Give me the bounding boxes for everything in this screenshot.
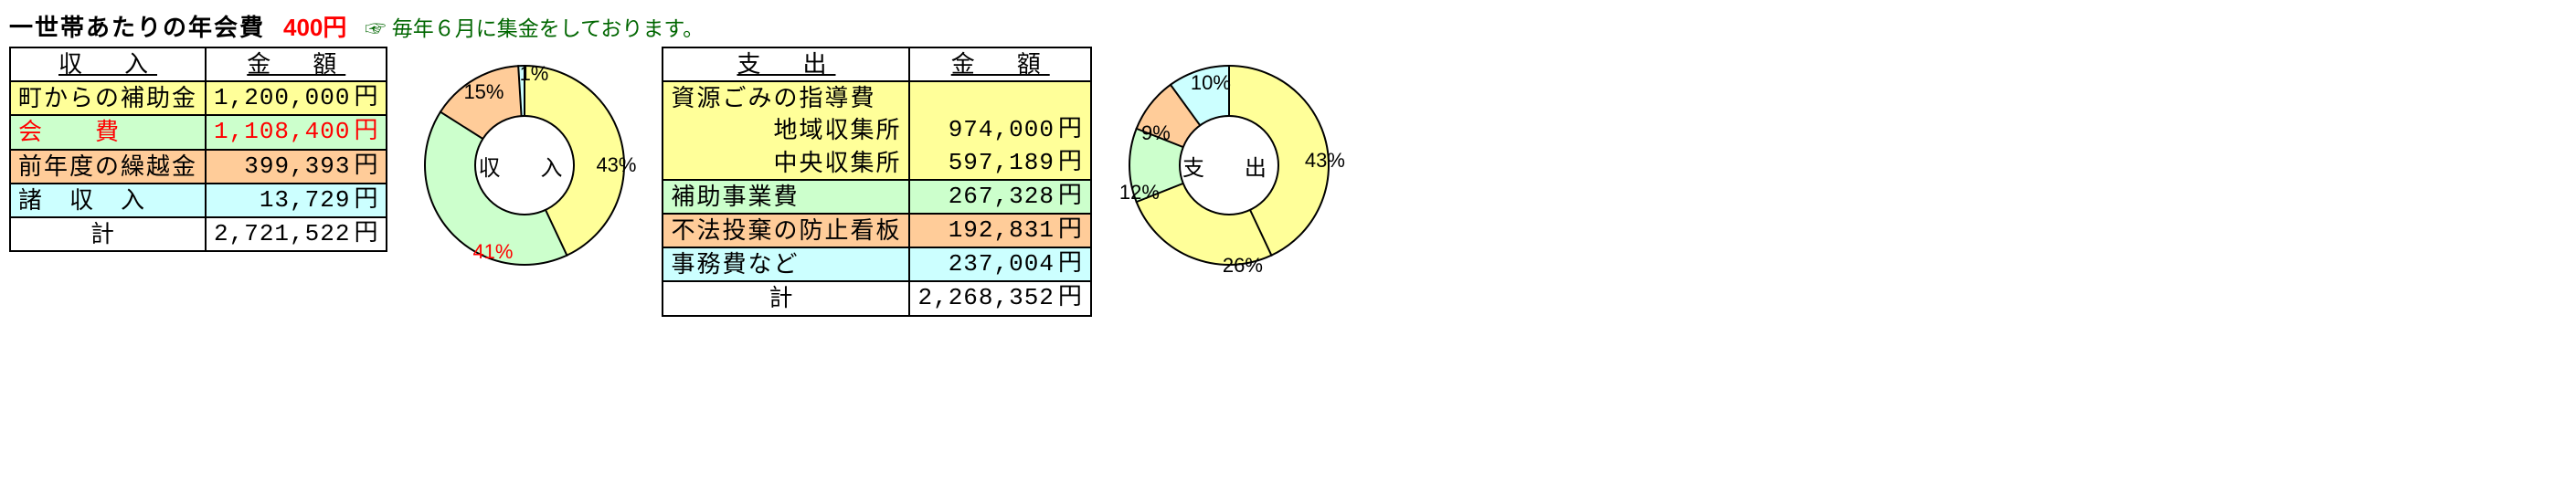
content-row: 収 入 金 額 町からの補助金1,200,000円会 費1,108,400円前年… [9,47,2567,317]
expense-row-value: 192,831円 [909,214,1090,247]
expense-row-value [909,81,1090,114]
expense-row-value: 237,004円 [909,247,1090,281]
income-row-label: 諸 収 入 [10,184,206,217]
income-total-value: 2,721,522円 [206,217,387,251]
income-table: 収 入 金 額 町からの補助金1,200,000円会 費1,108,400円前年… [9,47,387,252]
expense-header-label: 支 出 [663,47,909,81]
income-donut-chart: 収 入 43% 41% 15% 1% [406,47,643,284]
donut-slice-label: 41% [472,240,513,264]
income-row-value: 399,393円 [206,150,387,184]
expense-donut-chart: 支 出 43% 26% 12% 9% 10% [1110,47,1348,284]
expense-subrow-value: 974,000円 [909,114,1090,146]
income-row-value: 1,108,400円 [206,115,387,149]
expense-subrow-label: 地域収集所 [663,114,909,146]
income-row-label: 前年度の繰越金 [10,150,206,184]
annual-fee-amount: 400円 [283,9,346,43]
annual-fee-title: 一世帯あたりの年会費 [9,9,265,43]
income-row-label: 会 費 [10,115,206,149]
header-row: 一世帯あたりの年会費 400円 ☞ 毎年６月に集金をしております。 [9,9,2567,43]
donut-slice-label: 10% [1191,71,1231,95]
donut-slice-label: 43% [596,153,636,177]
donut-slice-label: 26% [1223,254,1263,278]
expense-total-label: 計 [663,281,909,315]
expense-subrow-value: 597,189円 [909,147,1090,180]
expense-total-value: 2,268,352円 [909,281,1090,315]
income-row-value: 13,729円 [206,184,387,217]
expense-subrow-label: 中央収集所 [663,147,909,180]
expense-row-label: 事務費など [663,247,909,281]
donut-slice-label: 1% [520,62,549,86]
income-total-label: 計 [10,217,206,251]
donut-slice-label: 15% [463,80,504,104]
donut-center-label: 支 出 [1179,115,1279,215]
donut-slice-label: 43% [1305,149,1345,173]
expense-header-amount: 金 額 [909,47,1090,81]
expense-row-label: 資源ごみの指導費 [663,81,909,114]
donut-slice-label: 9% [1141,121,1171,145]
income-header-label: 収 入 [10,47,206,81]
expense-row-label: 不法投棄の防止看板 [663,214,909,247]
donut-center-label: 収 入 [474,115,575,215]
income-row-value: 1,200,000円 [206,81,387,115]
collection-note: ☞ 毎年６月に集金をしております。 [365,11,704,42]
expense-row-value: 267,328円 [909,180,1090,214]
income-row-label: 町からの補助金 [10,81,206,115]
income-header-amount: 金 額 [206,47,387,81]
expense-table: 支 出 金 額 資源ごみの指導費地域収集所974,000円中央収集所597,18… [662,47,1091,317]
donut-slice-label: 12% [1119,181,1160,205]
expense-row-label: 補助事業費 [663,180,909,214]
